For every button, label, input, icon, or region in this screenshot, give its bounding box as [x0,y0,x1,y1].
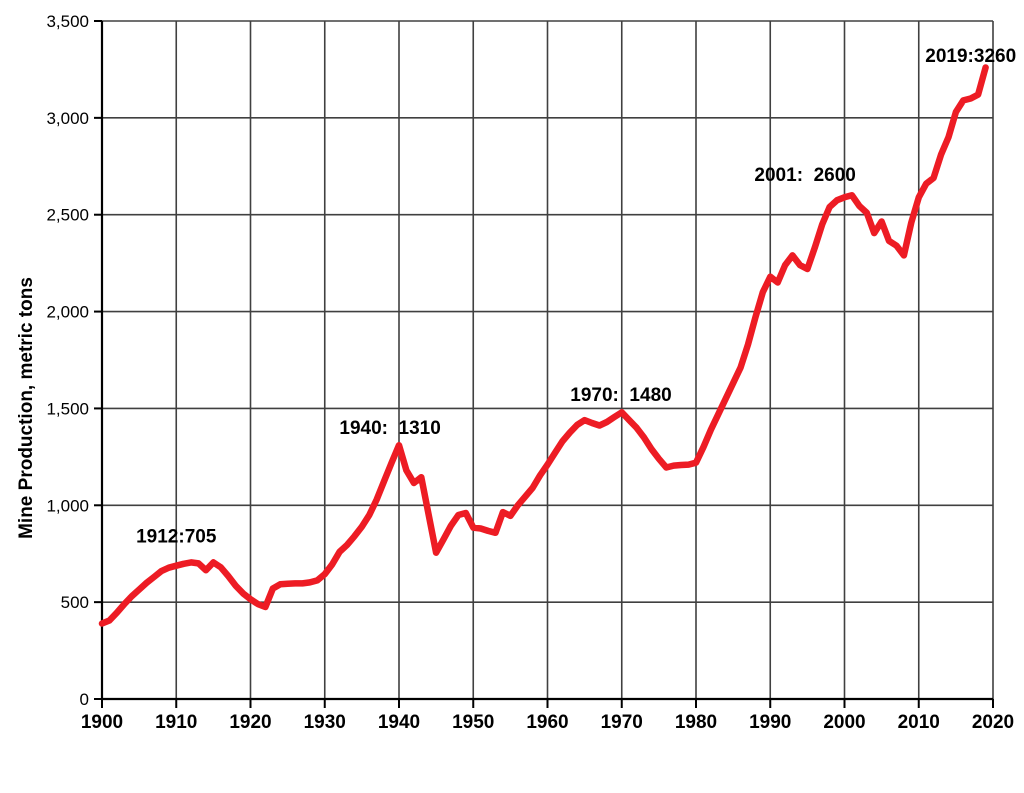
x-tick-label-2010: 2010 [898,712,940,733]
y-axis-title: Mine Production, metric tons [16,277,37,539]
annotation-1912: 1912:705 [136,526,217,547]
x-tick-label-1910: 1910 [155,712,197,733]
label-layer: 1900 1910 1920 1930 1940 1950 1960 1970 1980 1990… [46,12,1016,733]
annotation-2001: 2001: 2600 [754,165,855,186]
x-tick-label-1940: 1940 [378,712,420,733]
production-line [98,64,989,627]
y-tick-label-3,500: 3,500 [46,12,89,31]
x-tick-label-2020: 2020 [972,712,1014,733]
grid-layer [101,20,994,700]
x-tick-label-2000: 2000 [823,712,865,733]
y-tick-label-500: 500 [61,593,89,612]
series-layer [98,64,989,627]
x-tick-label-1920: 1920 [229,712,271,733]
x-tick-label-1950: 1950 [452,712,494,733]
y-tick-label-1,000: 1,000 [46,496,89,515]
x-tick-label-1990: 1990 [749,712,791,733]
x-tick-label-1960: 1960 [526,712,568,733]
x-tick-label-1900: 1900 [81,712,123,733]
x-tick-label-1970: 1970 [601,712,643,733]
annotation-1970: 1970: 1480 [570,385,671,406]
x-tick-label-1930: 1930 [304,712,346,733]
y-tick-label-3,000: 3,000 [46,109,89,128]
y-tick-label-1,500: 1,500 [46,399,89,418]
y-tick-label-2,000: 2,000 [46,303,89,322]
y-tick-label-0: 0 [80,690,89,709]
axis-layer [94,20,994,708]
y-tick-label-2,500: 2,500 [46,206,89,225]
annotation-1940: 1940: 1310 [339,418,440,439]
x-tick-label-1980: 1980 [675,712,717,733]
annotation-2019: 2019:3260 [925,46,1016,67]
